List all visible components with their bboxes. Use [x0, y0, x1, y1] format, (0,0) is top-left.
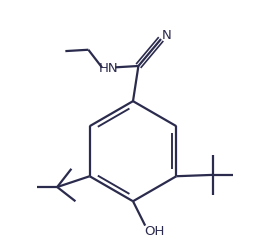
- Text: HN: HN: [99, 61, 118, 75]
- Text: OH: OH: [144, 224, 164, 237]
- Text: N: N: [162, 28, 172, 42]
